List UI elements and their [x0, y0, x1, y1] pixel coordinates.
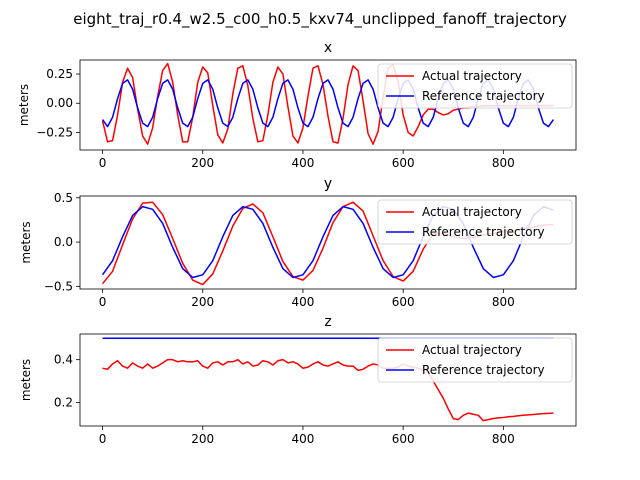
x-tick-label: 800	[492, 156, 515, 170]
series-line-actual	[102, 358, 554, 422]
subplot-title: z	[324, 314, 331, 330]
x-tick-label: 0	[99, 432, 107, 446]
y-tick-label: 0.25	[46, 67, 73, 81]
y-tick-label: 0.5	[54, 191, 73, 205]
x-tick-label: 400	[291, 432, 314, 446]
y-axis-label: meters	[19, 221, 33, 263]
y-tick-label: 0.0	[54, 235, 73, 249]
legend-box	[377, 199, 573, 245]
subplot-y: y meters 0 200 400 600 800 −0.5 0.0 0.5 Actual tra…	[19, 176, 577, 309]
x-tick-label: 600	[392, 156, 415, 170]
legend-label: Reference trajectory	[422, 89, 545, 103]
x-tick-label: 0	[99, 156, 107, 170]
x-tick-label: 600	[392, 295, 415, 309]
x-tick-label: 400	[291, 295, 314, 309]
x-tick-label: 200	[191, 432, 214, 446]
subplot-x: x meters 0 200 400 600 800 −0.25 0.00 0.25 Actual …	[17, 40, 577, 170]
legend-label: Reference trajectory	[422, 225, 545, 239]
axes-frame	[79, 59, 577, 151]
legend: Actual trajectory Reference trajectory	[377, 337, 573, 383]
subplot-title: x	[324, 40, 332, 56]
y-axis-label: meters	[17, 84, 31, 126]
x-tick-label: 400	[291, 156, 314, 170]
legend-label: Actual trajectory	[422, 205, 522, 219]
x-tick-label: 800	[492, 295, 515, 309]
axes-frame	[79, 333, 577, 427]
y-tick-label: −0.5	[44, 279, 73, 293]
figure-title: eight_traj_r0.4_w2.5_c00_h0.5_kxv74_uncl…	[73, 10, 567, 29]
x-tick-label: 600	[392, 432, 415, 446]
axes-frame	[79, 195, 577, 290]
subplot-z: z meters 0 200 400 600 800 0.2 0.4 Actual traject…	[19, 314, 577, 446]
legend-label: Reference trajectory	[422, 363, 545, 377]
legend-label: Actual trajectory	[422, 343, 522, 357]
x-tick-label: 200	[191, 295, 214, 309]
y-tick-label: −0.25	[36, 125, 73, 139]
subplot-title: y	[324, 176, 332, 192]
legend-box	[377, 63, 573, 109]
y-tick-label: 0.4	[54, 353, 73, 367]
series-line-reference	[101, 205, 554, 279]
y-tick-label: 0.2	[54, 395, 73, 409]
legend: Actual trajectory Reference trajectory	[377, 63, 573, 109]
x-tick-label: 800	[492, 432, 515, 446]
y-tick-label: 0.00	[46, 96, 73, 110]
legend: Actual trajectory Reference trajectory	[377, 199, 573, 245]
x-tick-label: 200	[191, 156, 214, 170]
y-axis-label: meters	[19, 359, 33, 401]
legend-label: Actual trajectory	[422, 69, 522, 83]
legend-box	[377, 337, 573, 383]
x-tick-label: 0	[99, 295, 107, 309]
